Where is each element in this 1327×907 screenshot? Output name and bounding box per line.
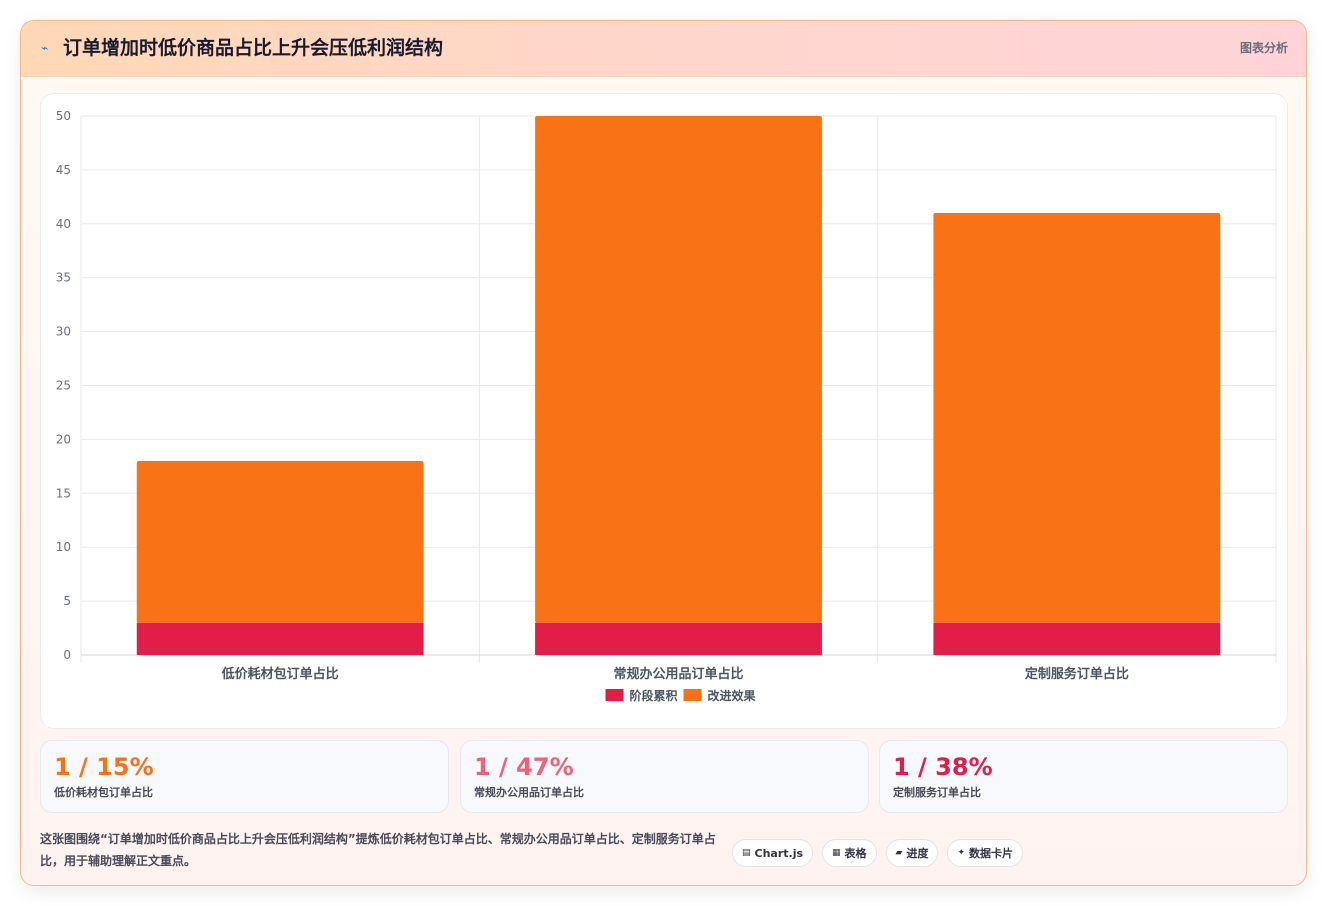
chip-label: 进度	[906, 847, 929, 860]
y-tick-label: 35	[56, 271, 71, 285]
chart-description: 这张图围绕“订单增加时低价商品占比上升会压低利润结构”提炼低价耗材包订单占比、常…	[40, 832, 716, 868]
legend-label: 改进效果	[708, 688, 756, 703]
stat-label: 低价耗材包订单占比	[54, 786, 153, 799]
trend-icon: ⌁	[41, 41, 49, 55]
feature-chips: ▤ Chart.js ▦ 表格 ▰ 进度 ✦ 数据卡片	[732, 839, 1024, 867]
chip-data-card[interactable]: ✦ 数据卡片	[947, 839, 1024, 867]
y-tick-label: 5	[63, 594, 71, 608]
bar-chart: 0 5 10 15 20 25 30 35 40 45 50 低价耗材包订单占比 常规办公用品订单占比 定…	[56, 109, 1277, 703]
bar-segment	[933, 213, 1221, 623]
y-tick-label: 30	[56, 325, 71, 339]
bar-segment	[535, 116, 822, 623]
chip-table[interactable]: ▦ 表格	[822, 839, 877, 867]
y-tick-label: 40	[56, 217, 71, 231]
y-tick-label: 15	[56, 486, 71, 500]
y-tick-label: 25	[56, 379, 71, 393]
chip-progress[interactable]: ▰ 进度	[885, 839, 939, 867]
stat-card-regular: 1 / 47% 常规办公用品订单占比	[460, 740, 869, 813]
x-tick-label: 常规办公用品订单占比	[613, 666, 743, 682]
y-tick-label: 20	[56, 432, 71, 446]
chip-label: 表格	[844, 847, 867, 860]
bar-segment	[535, 622, 822, 655]
stat-card-low-price: 1 / 15% 低价耗材包订单占比	[40, 740, 449, 813]
stat-value: 1 / 38%	[893, 753, 993, 781]
bar-segment	[136, 622, 424, 655]
stat-value: 1 / 15%	[54, 753, 154, 781]
chip-label: 数据卡片	[969, 847, 1014, 860]
y-tick-label: 50	[56, 109, 71, 123]
x-tick-label: 定制服务订单占比	[1024, 666, 1129, 682]
stat-card-custom: 1 / 38% 定制服务订单占比	[879, 740, 1288, 813]
chart-analysis-tag: 图表分析	[1239, 41, 1288, 55]
chart-card: ⌁ 订单增加时低价商品占比上升会压低利润结构 图表分析 0 5 10 15 20 25 30…	[20, 20, 1307, 886]
y-tick-label: 45	[56, 163, 71, 177]
chart-panel: 0 5 10 15 20 25 30 35 40 45 50 低价耗材包订单占比 常规办公用品订单占比 定…	[40, 93, 1288, 729]
bar-segment	[933, 622, 1221, 655]
stat-label: 定制服务订单占比	[893, 786, 981, 799]
chip-chartjs[interactable]: ▤ Chart.js	[732, 839, 814, 867]
legend-swatch	[605, 689, 624, 701]
bar-segment	[136, 460, 424, 623]
y-tick-label: 0	[63, 648, 71, 662]
legend-label: 阶段累积	[630, 688, 678, 703]
chip-label: Chart.js	[754, 846, 804, 860]
stat-label: 常规办公用品订单占比	[474, 786, 584, 799]
sparkle-icon: ✦	[957, 848, 966, 858]
stat-value: 1 / 47%	[474, 753, 574, 781]
table-icon: ▦	[832, 848, 841, 858]
y-tick-label: 10	[56, 540, 71, 554]
chart-icon: ▤	[742, 848, 751, 858]
card-header: ⌁ 订单增加时低价商品占比上升会压低利润结构 图表分析	[21, 21, 1306, 77]
x-tick-label: 低价耗材包订单占比	[221, 666, 339, 682]
progress-icon: ▰	[895, 848, 903, 858]
page-title: 订单增加时低价商品占比上升会压低利润结构	[63, 37, 444, 59]
legend-swatch	[683, 689, 702, 701]
